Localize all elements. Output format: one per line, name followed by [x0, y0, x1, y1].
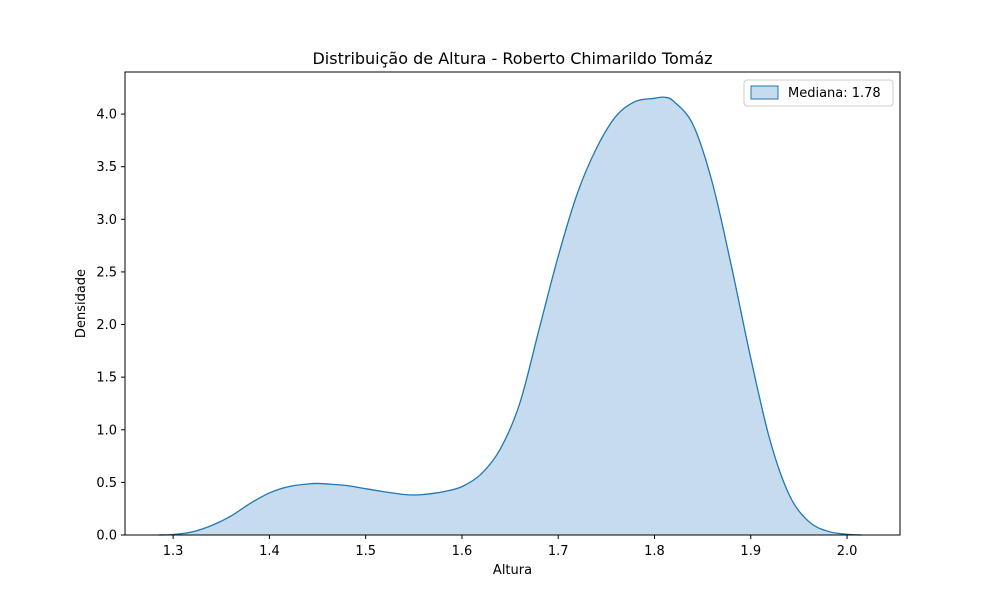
x-tick-label: 1.7	[548, 544, 569, 559]
density-fill-area	[158, 97, 862, 535]
y-tick-label: 0.5	[96, 476, 117, 491]
y-axis-label: Densidade	[74, 269, 89, 338]
plot-frame	[124, 71, 901, 536]
legend-label: Mediana: 1.78	[788, 86, 881, 101]
y-tick-label: 2.0	[96, 318, 117, 333]
x-tick-label: 1.4	[259, 544, 280, 559]
x-tick-label: 1.8	[644, 544, 665, 559]
y-tick-label: 3.5	[96, 160, 117, 175]
y-tick-label: 1.5	[96, 371, 117, 386]
x-axis-ticks: 1.3 1.4 1.5 1.6 1.7 1.8 1.9 2.0	[163, 535, 858, 559]
x-tick-label: 1.3	[163, 544, 184, 559]
density-line	[158, 96, 862, 536]
legend: Mediana: 1.78	[743, 79, 894, 107]
y-tick-label: 1.0	[96, 423, 117, 438]
legend-swatch	[750, 85, 779, 100]
x-tick-label: 1.5	[355, 544, 376, 559]
x-tick-label: 1.9	[740, 544, 761, 559]
y-tick-label: 3.0	[96, 213, 117, 228]
y-tick-label: 0.0	[96, 529, 117, 544]
chart-title: Distribuição de Altura - Roberto Chimari…	[312, 49, 712, 68]
x-axis-label: Altura	[493, 563, 532, 578]
x-tick-label: 1.6	[452, 544, 473, 559]
y-axis-ticks: 0.0 0.5 1.0 1.5 2.0 2.5 3.0 3.5 4.0	[96, 108, 125, 544]
legend-box	[743, 79, 894, 107]
x-tick-label: 2.0	[837, 544, 858, 559]
y-tick-label: 2.5	[96, 265, 117, 280]
area-layer	[158, 96, 862, 536]
y-tick-label: 4.0	[96, 108, 117, 123]
